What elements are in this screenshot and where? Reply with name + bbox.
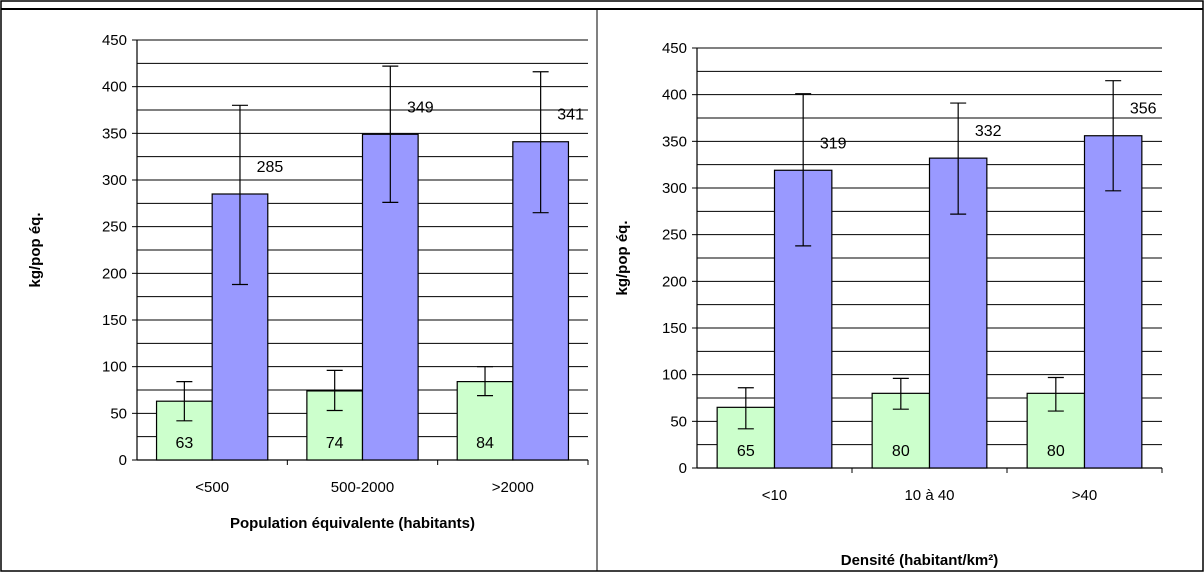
y-tick-label: 250 bbox=[662, 227, 687, 244]
data-label: 341 bbox=[557, 107, 584, 124]
y-tick-label: 50 bbox=[670, 413, 687, 430]
data-label: 63 bbox=[175, 435, 193, 452]
x-tick-label: <500 bbox=[195, 479, 229, 496]
y-axis-title: kg/pop éq. bbox=[614, 221, 631, 296]
y-tick-label: 450 bbox=[662, 40, 687, 57]
y-tick-label: 300 bbox=[102, 172, 127, 189]
y-tick-label: 350 bbox=[662, 133, 687, 150]
y-tick-label: 400 bbox=[102, 79, 127, 96]
y-tick-label: 450 bbox=[102, 32, 127, 49]
y-tick-label: 200 bbox=[102, 265, 127, 282]
y-tick-label: 150 bbox=[102, 312, 127, 329]
y-tick-label: 50 bbox=[110, 405, 127, 422]
data-label: 349 bbox=[407, 99, 434, 116]
y-tick-label: 100 bbox=[662, 367, 687, 384]
x-tick-label: >40 bbox=[1072, 487, 1097, 504]
y-tick-label: 350 bbox=[102, 125, 127, 142]
chart-panel-right: 0 50 100 150 200 250 300 350 400 450 <10 65 319 10 à … bbox=[614, 40, 1163, 569]
data-label: 356 bbox=[1130, 101, 1157, 118]
y-tick-label: 250 bbox=[102, 219, 127, 236]
data-label: 285 bbox=[257, 159, 284, 176]
data-label: 74 bbox=[326, 435, 344, 452]
data-label: 65 bbox=[737, 443, 755, 460]
y-axis-title: kg/pop éq. bbox=[27, 213, 44, 288]
data-label: 332 bbox=[975, 123, 1002, 140]
chart-panel-left: 0 50 100 150 200 250 300 350 400 450 <500 63 285 500-… bbox=[27, 32, 589, 532]
data-label: 80 bbox=[892, 443, 910, 460]
y-tick-label: 400 bbox=[662, 87, 687, 104]
x-tick-label: <10 bbox=[762, 487, 787, 504]
x-tick-label: 500-2000 bbox=[331, 479, 394, 496]
x-axis-title: Densité (habitant/km²) bbox=[841, 552, 999, 569]
x-tick-label: 10 à 40 bbox=[904, 487, 954, 504]
data-label: 84 bbox=[476, 435, 494, 452]
y-tick-label: 300 bbox=[662, 180, 687, 197]
data-label: 80 bbox=[1047, 443, 1065, 460]
y-tick-label: 0 bbox=[119, 452, 127, 469]
x-axis-title: Population équivalente (habitants) bbox=[230, 515, 475, 532]
x-tick-label: >2000 bbox=[492, 479, 534, 496]
y-tick-label: 200 bbox=[662, 273, 687, 290]
y-tick-label: 0 bbox=[679, 460, 687, 477]
y-tick-label: 150 bbox=[662, 320, 687, 337]
data-label: 319 bbox=[820, 135, 847, 152]
y-tick-label: 100 bbox=[102, 359, 127, 376]
